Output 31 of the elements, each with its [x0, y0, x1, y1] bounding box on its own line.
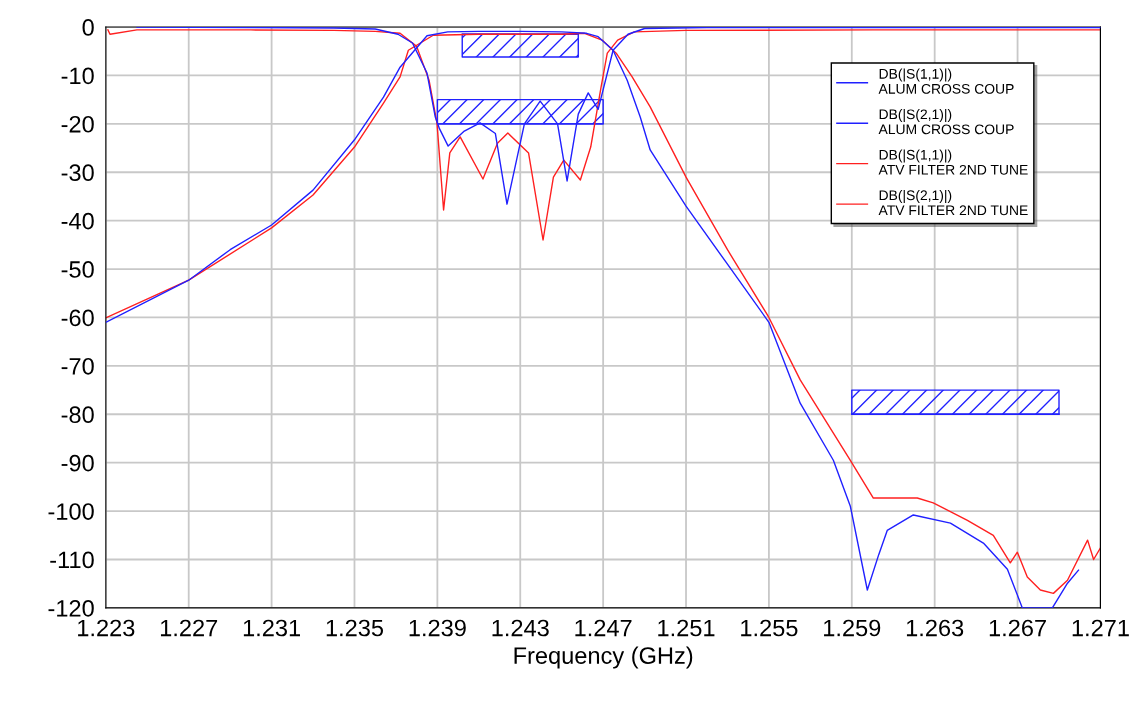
x-tick-label: 1.255	[741, 619, 798, 637]
x-tick-label: 1.223	[78, 619, 135, 637]
legend-label: DB(|S(1,1)|) ATV FILTER 2ND TUNE	[878, 149, 1028, 175]
x-tick-label: 1.227	[160, 619, 218, 637]
x-axis-title: Frequency (GHz)	[514, 646, 693, 669]
y-tick-label: -60	[61, 309, 94, 327]
x-tick-label: 1.259	[824, 619, 881, 637]
y-tick-label: 0	[82, 19, 94, 36]
x-tick-label: 1.251	[658, 619, 715, 637]
x-tick-label: 1.247	[575, 619, 632, 637]
legend-label: DB(|S(1,1)|) ALUM CROSS COUP	[878, 68, 1014, 94]
y-tick-label: -80	[61, 406, 94, 424]
x-tick-label: 1.243	[492, 619, 549, 637]
x-tick-label: 1.231	[243, 619, 300, 637]
y-tick-label: -10	[61, 67, 94, 85]
legend-label: DB(|S(2,1)|) ALUM CROSS COUP	[878, 109, 1014, 135]
y-tick-label: -50	[61, 261, 94, 278]
y-tick-label: -30	[61, 164, 94, 182]
legend-label: DB(|S(2,1)|) ATV FILTER 2ND TUNE	[878, 189, 1028, 216]
x-tick-label: 1.263	[906, 619, 964, 637]
x-tick-label: 1.235	[326, 619, 384, 637]
y-tick-label: -100	[48, 503, 94, 520]
y-tick-label: -70	[61, 357, 94, 375]
y-tick-label: -110	[50, 551, 94, 569]
y-tick-label: -20	[61, 115, 94, 133]
y-tick-label: -120	[48, 599, 94, 617]
x-tick-label: 1.267	[989, 619, 1046, 637]
y-tick-label: -90	[61, 454, 94, 472]
y-tick-label: -40	[61, 212, 94, 230]
x-tick-label: 1.271	[1072, 619, 1129, 637]
x-tick-label: 1.239	[409, 619, 466, 637]
